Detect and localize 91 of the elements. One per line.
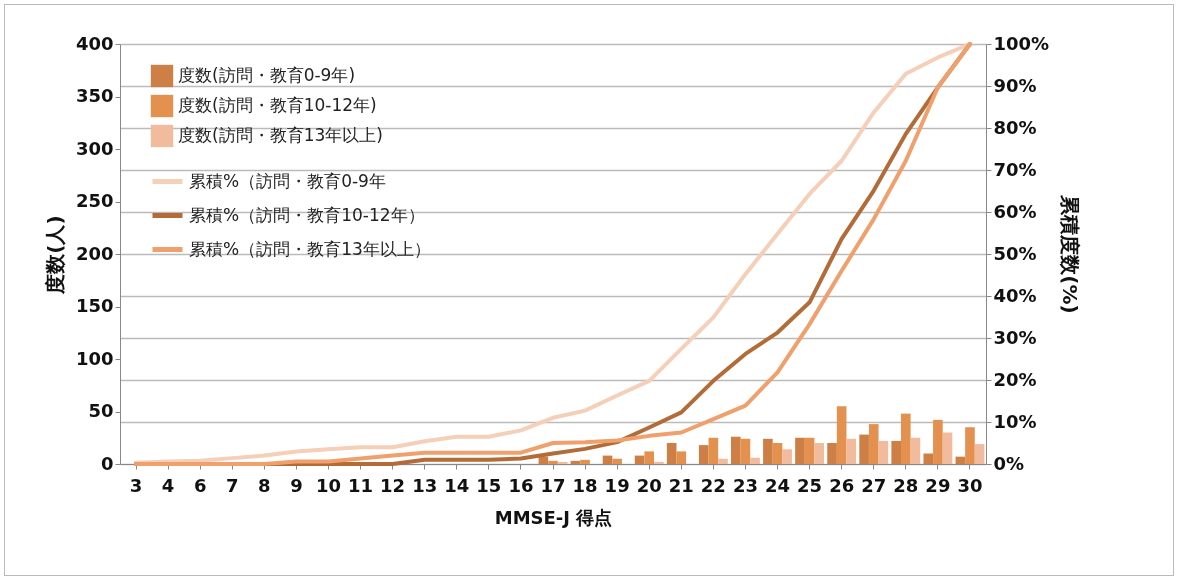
bar bbox=[814, 443, 825, 464]
bar bbox=[965, 427, 975, 464]
x-tick-label: 17 bbox=[540, 474, 566, 496]
bar bbox=[772, 443, 783, 464]
x-tick-label: 9 bbox=[290, 474, 303, 496]
x-tick-label: 10 bbox=[315, 474, 342, 496]
x-tick-label: 23 bbox=[732, 474, 758, 496]
y2-tick-label: 90% bbox=[993, 74, 1037, 96]
bar bbox=[718, 458, 728, 464]
legend-label: 累積%（訪問・教育13年以上） bbox=[189, 238, 431, 259]
legend-label: 度数(訪問・教育10-12年) bbox=[178, 95, 377, 115]
bar bbox=[644, 451, 655, 464]
x-tick-label: 21 bbox=[668, 474, 694, 496]
bar bbox=[612, 458, 622, 464]
x-tick-label: 18 bbox=[572, 474, 598, 496]
bar bbox=[910, 437, 921, 464]
y2-tick-label: 50% bbox=[993, 242, 1037, 264]
bar bbox=[878, 440, 889, 464]
y-tick-label: 350 bbox=[75, 85, 114, 106]
bar bbox=[708, 437, 719, 464]
x-tick-label: 25 bbox=[797, 474, 823, 496]
x-tick-label: 4 bbox=[161, 474, 175, 496]
bar bbox=[580, 459, 590, 464]
bar bbox=[731, 436, 741, 464]
bar bbox=[901, 413, 911, 464]
legend-label: 度数(訪問・教育13年以上) bbox=[178, 125, 383, 145]
y-tick-label: 200 bbox=[75, 242, 114, 264]
legend-label: 度数(訪問・教育0-9年) bbox=[178, 65, 356, 85]
bar bbox=[750, 457, 760, 464]
x-tick-label: 28 bbox=[893, 474, 919, 496]
y2-tick-label: 10% bbox=[993, 410, 1037, 432]
y-tick-label: 100 bbox=[75, 347, 114, 369]
x-tick-label: 12 bbox=[380, 474, 406, 496]
y-tick-label: 300 bbox=[75, 137, 114, 159]
bar bbox=[795, 437, 805, 464]
bar bbox=[548, 460, 558, 464]
y2-tick-label: 20% bbox=[993, 368, 1037, 390]
bar bbox=[782, 449, 792, 464]
bar bbox=[836, 406, 847, 464]
x-tick-label: 14 bbox=[444, 474, 470, 496]
bar bbox=[804, 437, 815, 464]
bar bbox=[666, 443, 677, 464]
x-tick-label: 3 bbox=[129, 474, 143, 496]
x-tick-label: 16 bbox=[508, 474, 534, 496]
y2-tick-label: 60% bbox=[993, 200, 1037, 222]
x-tick-label: 29 bbox=[925, 474, 951, 496]
bar bbox=[846, 438, 857, 464]
bar bbox=[891, 440, 901, 464]
bar bbox=[827, 443, 837, 464]
bar bbox=[570, 460, 581, 464]
x-tick-label: 13 bbox=[412, 474, 438, 496]
bar bbox=[740, 438, 751, 464]
y-axis-title: 度数(人) bbox=[42, 215, 67, 295]
y-tick-label: 150 bbox=[75, 295, 114, 316]
bar bbox=[942, 432, 953, 464]
x-tick-label: 22 bbox=[700, 474, 726, 496]
bar bbox=[933, 419, 943, 464]
bar bbox=[859, 434, 869, 464]
bar bbox=[868, 424, 879, 464]
x-tick-label: 24 bbox=[764, 474, 791, 496]
bar bbox=[654, 461, 664, 464]
x-tick-label: 15 bbox=[476, 474, 502, 496]
bar bbox=[763, 438, 773, 464]
y2-tick-label: 70% bbox=[993, 158, 1037, 180]
x-tick-label: 19 bbox=[604, 474, 630, 496]
y2-axis-title: 累積度数(%) bbox=[1058, 194, 1083, 314]
x-tick-label: 6 bbox=[193, 474, 207, 496]
x-tick-label: 7 bbox=[225, 474, 239, 496]
y-tick-label: 400 bbox=[75, 32, 114, 54]
legend-label: 累積%（訪問・教育0-9年 bbox=[189, 170, 386, 191]
x-tick-label: 11 bbox=[348, 474, 374, 496]
x-axis-title: MMSE-J 得点 bbox=[494, 506, 613, 528]
y-tick-label: 50 bbox=[88, 400, 114, 421]
x-tick-label: 20 bbox=[636, 474, 662, 496]
x-tick-label: 26 bbox=[829, 474, 855, 496]
bar bbox=[974, 444, 985, 464]
y2-tick-label: 80% bbox=[993, 116, 1037, 138]
bar bbox=[923, 453, 934, 464]
bar bbox=[676, 451, 687, 464]
y-tick-label: 0 bbox=[100, 452, 114, 474]
y2-tick-label: 40% bbox=[993, 284, 1037, 306]
legend-label: 累積%（訪問・教育10-12年） bbox=[189, 204, 425, 225]
y-tick-label: 250 bbox=[75, 190, 114, 211]
bar bbox=[557, 461, 568, 464]
x-tick-label: 8 bbox=[258, 474, 271, 496]
y2-tick-label: 30% bbox=[993, 326, 1037, 348]
bar bbox=[698, 445, 709, 464]
x-tick-label: 27 bbox=[861, 474, 887, 496]
y2-tick-label: 0% bbox=[993, 452, 1025, 474]
x-tick-label: 30 bbox=[957, 474, 983, 496]
y2-tick-label: 100% bbox=[993, 32, 1050, 54]
